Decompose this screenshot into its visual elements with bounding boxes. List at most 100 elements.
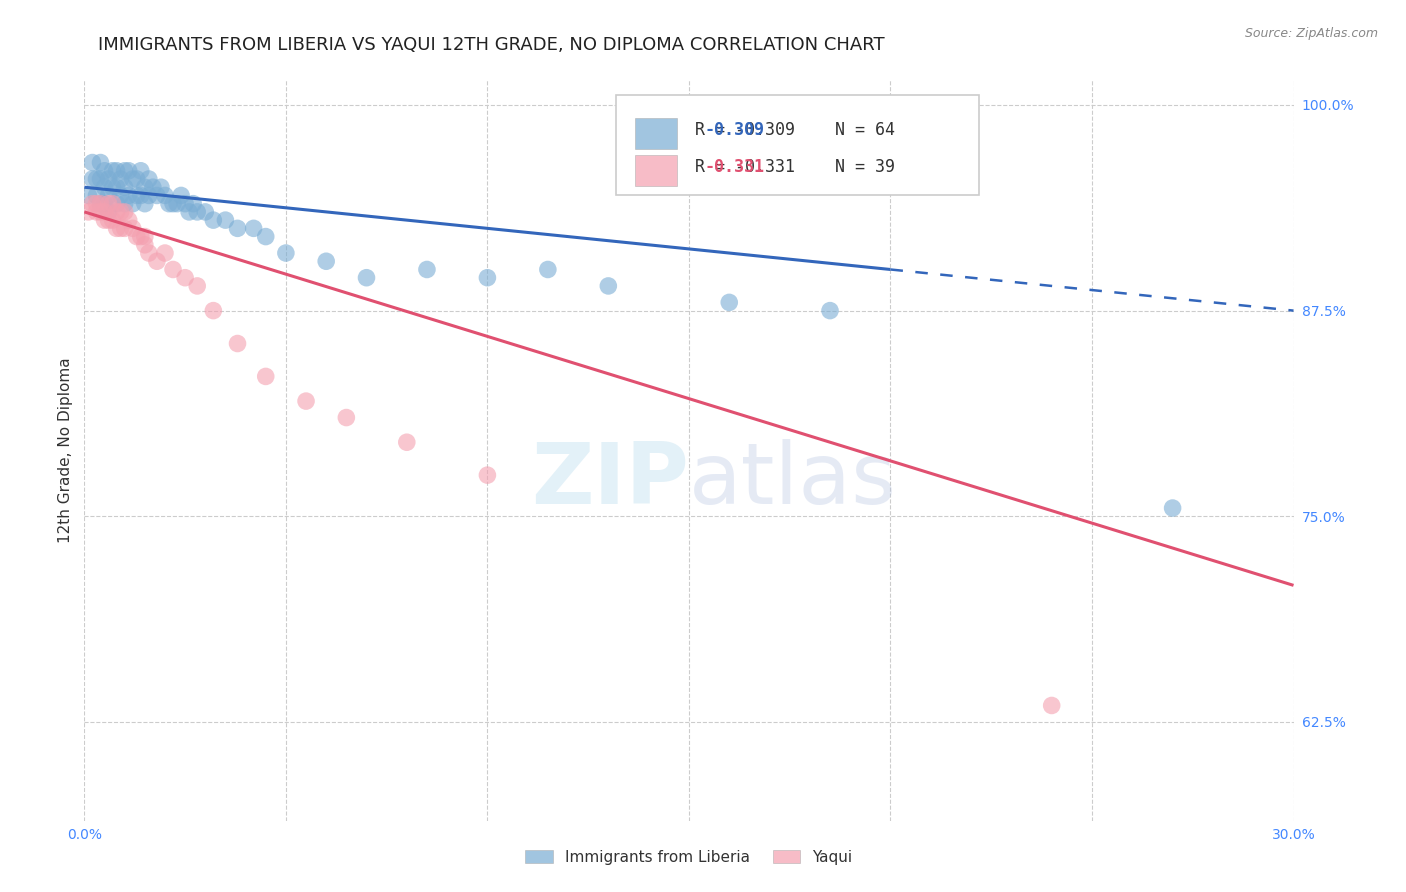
Point [118, 213, 141, 227]
Point [134, 180, 156, 194]
Point [93, 196, 115, 211]
Point [89, 155, 111, 169]
Point [477, 270, 499, 285]
Point [153, 188, 176, 202]
Point [105, 205, 128, 219]
Point [254, 369, 277, 384]
Text: IMMIGRANTS FROM LIBERIA VS YAQUI 12TH GRADE, NO DIPLOMA CORRELATION CHART: IMMIGRANTS FROM LIBERIA VS YAQUI 12TH GR… [98, 36, 884, 54]
Point [114, 221, 136, 235]
Point [93, 180, 115, 194]
Point [214, 213, 236, 227]
Point [179, 205, 201, 219]
FancyBboxPatch shape [634, 154, 676, 186]
Point [129, 163, 152, 178]
Point [477, 468, 499, 483]
Point [77, 205, 100, 219]
Text: ZIP: ZIP [531, 439, 689, 522]
Point [118, 188, 141, 202]
Point [194, 205, 217, 219]
Point [395, 435, 418, 450]
Point [166, 196, 188, 211]
Text: R = -0.331    N = 39: R = -0.331 N = 39 [695, 158, 896, 176]
Point [121, 221, 143, 235]
Point [105, 180, 128, 194]
Point [1040, 698, 1063, 713]
Point [89, 172, 111, 186]
Point [134, 196, 156, 211]
Point [86, 172, 108, 186]
Point [89, 205, 111, 219]
Point [226, 221, 249, 235]
FancyBboxPatch shape [634, 118, 676, 149]
Point [114, 163, 136, 178]
Point [295, 394, 318, 409]
Point [110, 172, 132, 186]
Point [97, 205, 120, 219]
Point [153, 246, 176, 260]
Point [658, 122, 681, 136]
Point [129, 229, 152, 244]
Point [82, 196, 104, 211]
Point [97, 188, 120, 202]
Point [202, 213, 225, 227]
FancyBboxPatch shape [616, 95, 979, 195]
Point [110, 205, 132, 219]
Point [82, 155, 104, 169]
Point [114, 205, 136, 219]
Point [149, 180, 172, 194]
Point [598, 279, 620, 293]
Point [134, 237, 156, 252]
Point [718, 295, 741, 310]
Point [101, 180, 124, 194]
Point [125, 229, 148, 244]
Point [416, 262, 439, 277]
Point [125, 188, 148, 202]
Point [174, 270, 197, 285]
Point [97, 172, 120, 186]
Point [537, 262, 560, 277]
Point [186, 205, 208, 219]
Point [110, 188, 132, 202]
Point [101, 213, 124, 227]
Point [162, 196, 184, 211]
Point [186, 279, 208, 293]
Point [114, 180, 136, 194]
Point [170, 188, 193, 202]
Point [118, 163, 141, 178]
Point [146, 254, 169, 268]
Point [174, 196, 197, 211]
Point [110, 221, 132, 235]
Point [138, 246, 160, 260]
Point [89, 196, 111, 211]
Point [93, 213, 115, 227]
Point [181, 196, 204, 211]
Point [315, 254, 337, 268]
Point [86, 188, 108, 202]
Point [93, 163, 115, 178]
Point [254, 229, 277, 244]
Text: atlas: atlas [689, 439, 897, 522]
Point [114, 196, 136, 211]
Y-axis label: 12th Grade, No Diploma: 12th Grade, No Diploma [58, 358, 73, 543]
Point [138, 188, 160, 202]
Point [162, 262, 184, 277]
Point [86, 205, 108, 219]
Point [101, 196, 124, 211]
Point [97, 213, 120, 227]
Point [93, 205, 115, 219]
Text: R = -0.309    N = 64: R = -0.309 N = 64 [695, 121, 896, 139]
Point [125, 172, 148, 186]
Point [105, 221, 128, 235]
Point [242, 221, 264, 235]
Point [82, 172, 104, 186]
Point [77, 188, 100, 202]
Point [818, 303, 841, 318]
Point [146, 188, 169, 202]
Point [1161, 501, 1184, 516]
Point [105, 196, 128, 211]
Text: Source: ZipAtlas.com: Source: ZipAtlas.com [1244, 27, 1378, 40]
Point [142, 180, 165, 194]
Point [105, 163, 128, 178]
Point [138, 172, 160, 186]
Text: -0.309: -0.309 [704, 121, 765, 139]
